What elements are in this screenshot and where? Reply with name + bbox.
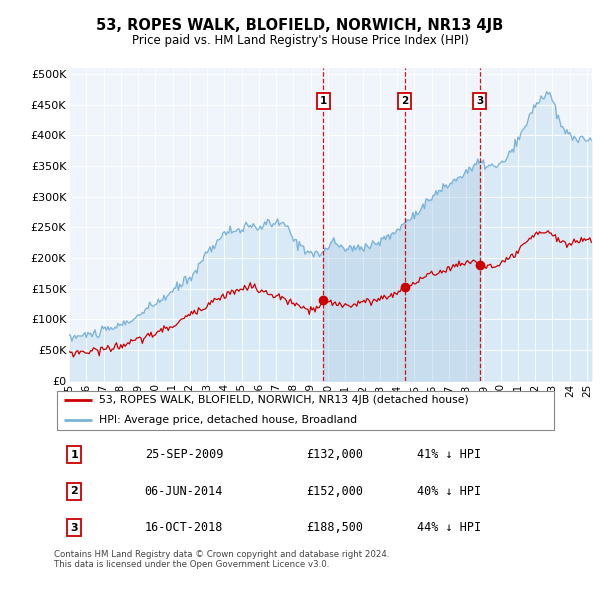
Text: 53, ROPES WALK, BLOFIELD, NORWICH, NR13 4JB (detached house): 53, ROPES WALK, BLOFIELD, NORWICH, NR13 … bbox=[100, 395, 469, 405]
Text: 44% ↓ HPI: 44% ↓ HPI bbox=[417, 521, 481, 534]
Text: 41% ↓ HPI: 41% ↓ HPI bbox=[417, 448, 481, 461]
Text: Contains HM Land Registry data © Crown copyright and database right 2024.
This d: Contains HM Land Registry data © Crown c… bbox=[54, 550, 389, 569]
Text: 1: 1 bbox=[320, 96, 327, 106]
Text: £188,500: £188,500 bbox=[306, 521, 363, 534]
Text: 2: 2 bbox=[70, 486, 78, 496]
Text: 06-JUN-2014: 06-JUN-2014 bbox=[145, 484, 223, 498]
Text: 1: 1 bbox=[70, 450, 78, 460]
Text: 16-OCT-2018: 16-OCT-2018 bbox=[145, 521, 223, 534]
Text: HPI: Average price, detached house, Broadland: HPI: Average price, detached house, Broa… bbox=[100, 415, 358, 425]
FancyBboxPatch shape bbox=[56, 391, 554, 430]
Text: Price paid vs. HM Land Registry's House Price Index (HPI): Price paid vs. HM Land Registry's House … bbox=[131, 34, 469, 47]
Text: 3: 3 bbox=[476, 96, 484, 106]
Text: £152,000: £152,000 bbox=[306, 484, 363, 498]
Text: 3: 3 bbox=[70, 523, 78, 533]
Text: 2: 2 bbox=[401, 96, 408, 106]
Text: 40% ↓ HPI: 40% ↓ HPI bbox=[417, 484, 481, 498]
Text: 53, ROPES WALK, BLOFIELD, NORWICH, NR13 4JB: 53, ROPES WALK, BLOFIELD, NORWICH, NR13 … bbox=[97, 18, 503, 32]
Text: £132,000: £132,000 bbox=[306, 448, 363, 461]
Text: 25-SEP-2009: 25-SEP-2009 bbox=[145, 448, 223, 461]
